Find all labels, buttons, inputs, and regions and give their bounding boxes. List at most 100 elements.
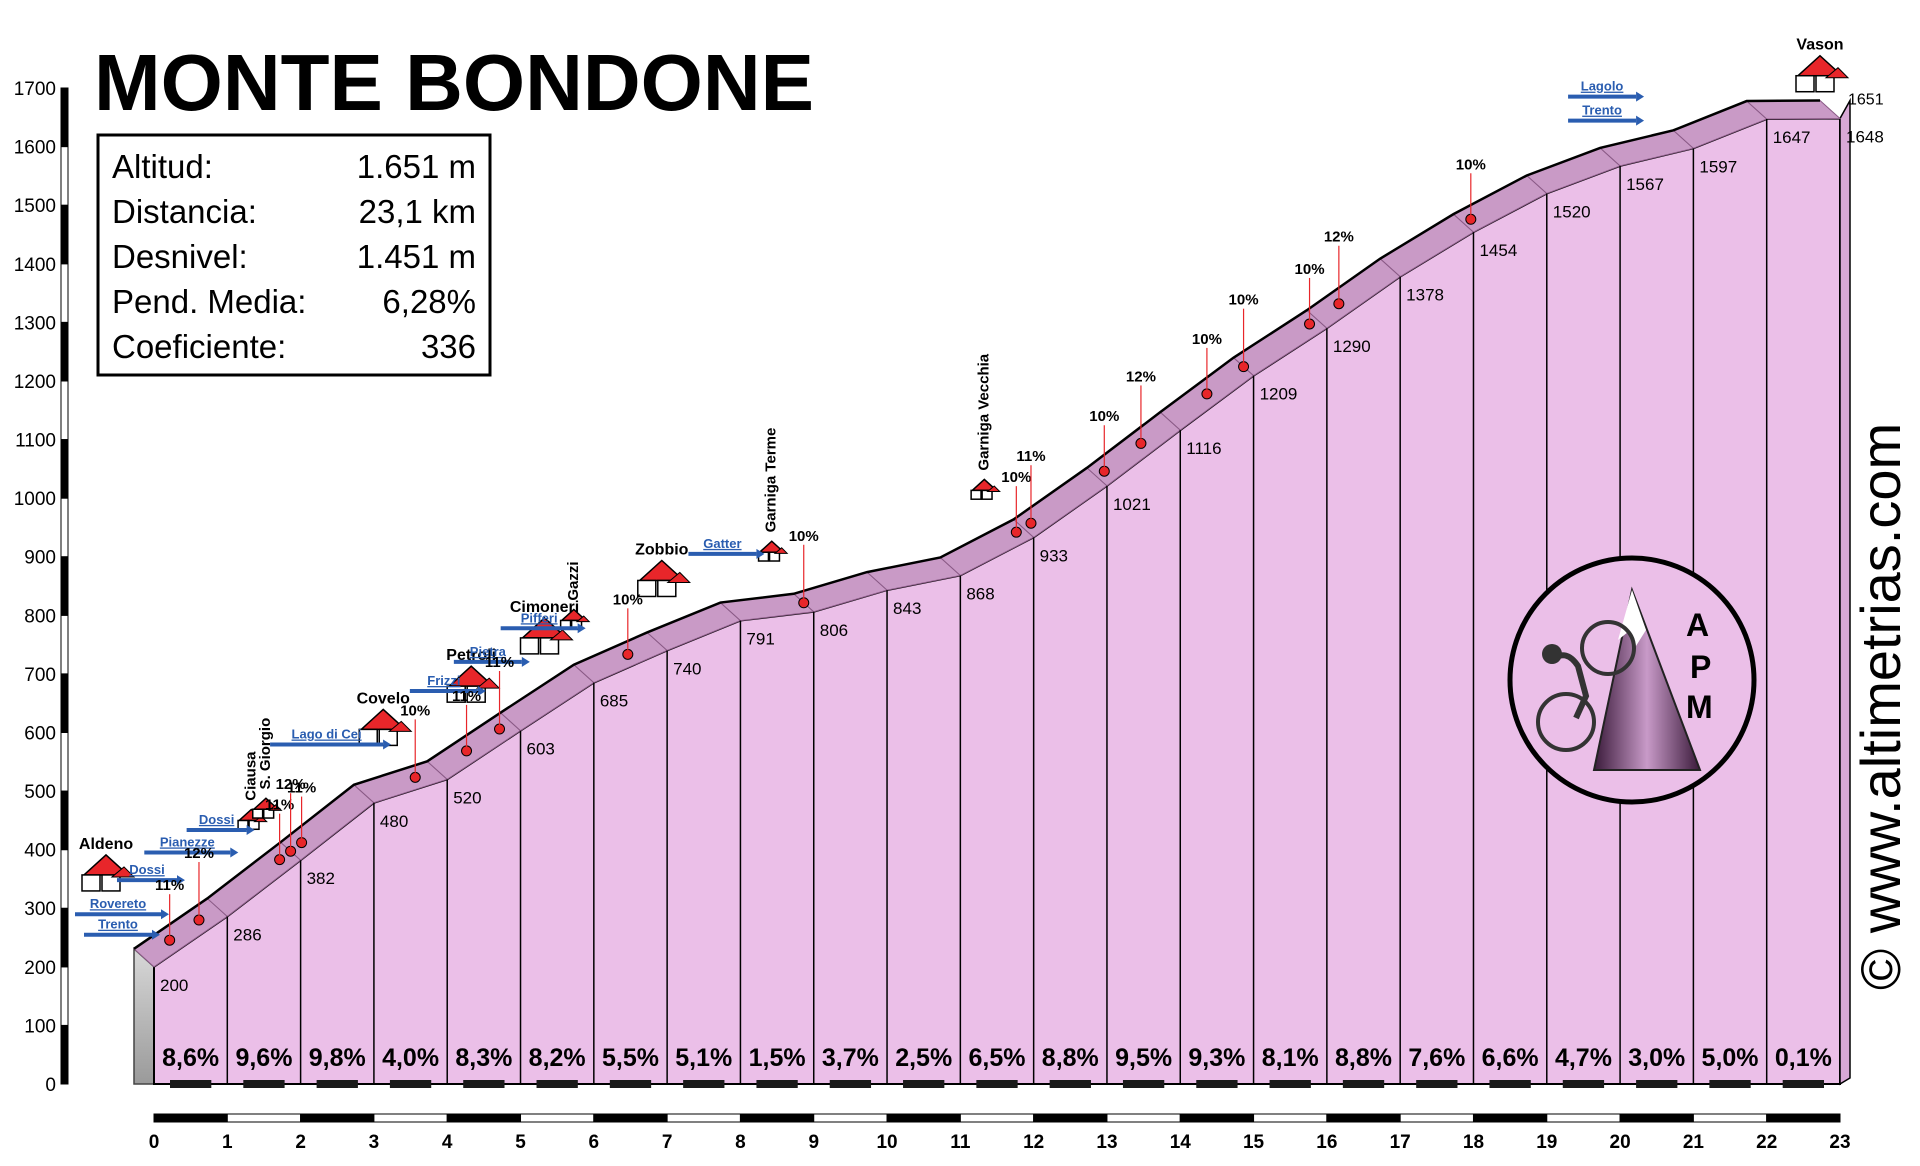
house-wall	[970, 489, 982, 500]
direction-sign-label: Pianezze	[160, 834, 215, 849]
segment-gradient-label: 7,6%	[1408, 1044, 1465, 1072]
gradient-bar	[1416, 1080, 1458, 1088]
y-tick-label: 1300	[14, 313, 56, 334]
altitude-label: 200	[160, 976, 188, 995]
x-tick-label: 22	[1756, 1132, 1777, 1153]
steep-point-label: 10%	[1001, 469, 1031, 486]
steep-point-label: 10%	[1089, 408, 1119, 425]
direction-sign-label: Trento	[98, 917, 138, 932]
y-axis-scale-segment	[60, 87, 69, 148]
segment-gradient-label: 5,5%	[602, 1044, 659, 1072]
x-tick-label: 13	[1096, 1132, 1117, 1153]
y-axis-scale-segment	[60, 439, 69, 499]
direction-arrowhead	[161, 909, 169, 920]
apm-logo: A P M	[1507, 555, 1757, 805]
altitude-label: 1209	[1260, 385, 1298, 404]
x-axis-scale-segment	[1546, 1113, 1621, 1123]
x-axis-scale-segment	[1766, 1113, 1841, 1123]
house-wall	[539, 637, 560, 655]
steep-point-label: 11%	[287, 780, 316, 797]
place-label: Cimoneri	[510, 599, 579, 616]
altitude-label: 520	[453, 788, 481, 807]
y-tick-label: 1400	[14, 255, 56, 276]
x-axis-scale-segment	[520, 1113, 595, 1123]
direction-arrowhead	[1636, 115, 1645, 126]
x-axis-scale-segment	[1692, 1113, 1768, 1123]
chart-title: MONTE BONDONE	[94, 38, 814, 127]
house-roof	[267, 804, 283, 811]
gradient-bar	[389, 1080, 432, 1088]
x-axis-scale-segment	[1472, 1113, 1548, 1123]
steep-point-label: 10%	[1456, 156, 1486, 173]
gradient-bar	[170, 1080, 212, 1088]
segment-gradient-label: 8,1%	[1262, 1044, 1319, 1072]
x-axis-scale-segment	[959, 1113, 1035, 1123]
y-axis-scale-segment	[60, 1024, 69, 1085]
house-roof	[773, 547, 789, 554]
steep-point-label: 11%	[265, 797, 294, 814]
y-tick-label: 100	[24, 1016, 56, 1037]
profile-end-cap	[1839, 97, 1851, 1086]
direction-arrowhead	[577, 623, 586, 634]
steep-point-label: 12%	[1126, 368, 1156, 385]
x-axis-scale-segment	[739, 1113, 815, 1123]
x-tick-label: 6	[589, 1132, 600, 1153]
altitude-label: 685	[600, 692, 628, 711]
segment-gradient-label: 6,6%	[1482, 1044, 1539, 1072]
y-axis-scale-segment	[60, 556, 69, 616]
segment-gradient-label: 8,8%	[1335, 1044, 1392, 1072]
logo-letter-m: M	[1686, 689, 1713, 725]
x-axis-scale-segment	[1179, 1113, 1255, 1123]
x-tick-label: 23	[1829, 1132, 1850, 1153]
village-icon	[559, 608, 591, 631]
gradient-bar	[683, 1080, 725, 1088]
gradient-bar	[1709, 1080, 1751, 1088]
segment-gradient-label: 9,5%	[1115, 1044, 1172, 1072]
house-wall	[1815, 74, 1835, 93]
gradient-bar	[1342, 1080, 1385, 1088]
place-label: Vason	[1796, 37, 1843, 54]
steep-point-label: 10%	[1295, 261, 1325, 278]
x-tick-label: 18	[1463, 1132, 1484, 1153]
direction-arrowhead	[152, 929, 160, 940]
y-axis-scale-segment	[60, 790, 69, 851]
village-icon	[251, 797, 283, 819]
info-value: 1.451 m	[357, 238, 476, 275]
altitude-label: 1290	[1333, 337, 1371, 356]
gradient-bar	[829, 1080, 872, 1088]
village-icon	[1795, 54, 1850, 93]
x-axis-scale-segment	[1619, 1113, 1694, 1123]
direction-arrowhead	[230, 847, 239, 858]
house-roof	[110, 866, 136, 878]
direction-sign-label: Trento	[1582, 103, 1622, 118]
segment-gradient-label: 9,3%	[1188, 1044, 1245, 1072]
direction-arrowhead	[1636, 91, 1645, 102]
x-tick-label: 20	[1610, 1132, 1631, 1153]
house-wall	[1795, 74, 1815, 93]
direction-sign-label: Dossi	[199, 812, 234, 827]
house-roof	[575, 615, 591, 623]
place-label: Zobbio	[635, 541, 689, 558]
direction-sign-label: Gatter	[703, 536, 741, 551]
y-tick-label: 400	[24, 841, 56, 862]
steep-point-label: 11%	[155, 877, 184, 894]
x-axis-scale-segment	[1253, 1113, 1328, 1123]
segment-gradient-label: 5,1%	[675, 1044, 732, 1072]
house-roof	[549, 629, 574, 641]
x-tick-label: 5	[515, 1132, 526, 1153]
x-axis: 0 1 2 3 4 5 6 7 8 9 10 11 12 13 14 15 16 17 18 19 20 21 22 23	[149, 1113, 1851, 1153]
altitude-label: 382	[307, 869, 335, 888]
house-wall	[101, 874, 121, 892]
segment-gradient-label: 3,7%	[822, 1044, 879, 1072]
segment-gradient-label: 0,1%	[1775, 1044, 1832, 1072]
altitude-label: 1378	[1406, 286, 1444, 305]
direction-arrowhead	[477, 686, 486, 697]
y-tick-label: 700	[24, 665, 56, 686]
summit-altitude-label: 1651	[1848, 92, 1884, 109]
gradient-bar	[536, 1080, 578, 1088]
direction-arrowhead	[246, 824, 255, 835]
segment-gradient-label: 6,5%	[969, 1044, 1026, 1072]
altitude-label: 480	[380, 812, 408, 831]
house-wall	[519, 637, 540, 655]
